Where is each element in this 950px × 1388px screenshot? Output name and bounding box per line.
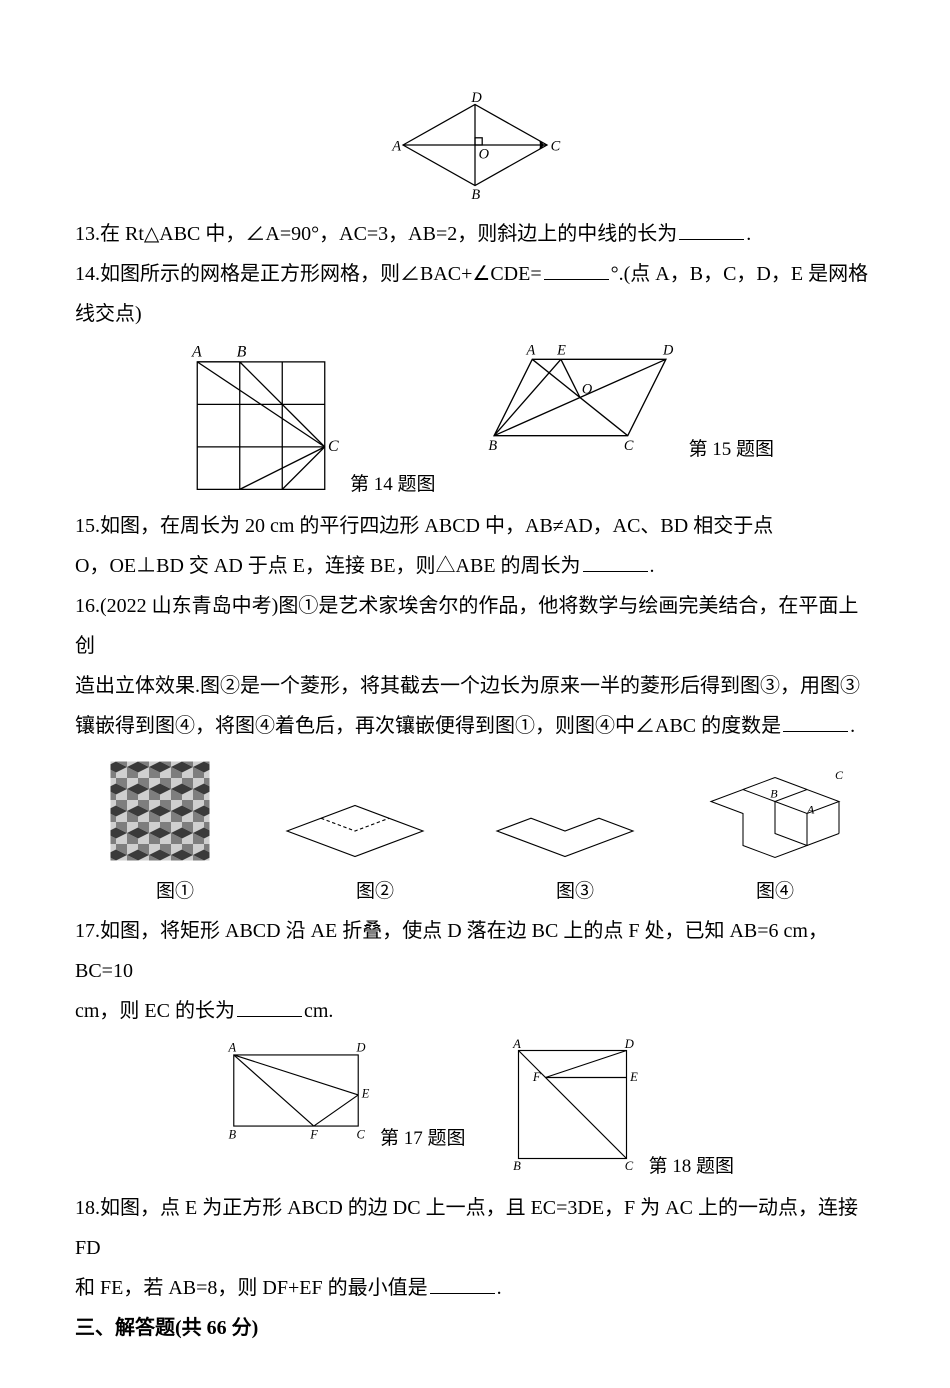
q15-l1: 15.如图，在周长为 20 cm 的平行四边形 ABCD 中，AB≠AD，AC、…	[75, 506, 875, 546]
q14: 14.如图所示的网格是正方形网格，则∠BAC+∠CDE=°.(点 A，B，C，D…	[75, 254, 875, 334]
f15-B: B	[488, 438, 497, 454]
fig17-svg: A D B C E F	[216, 1037, 376, 1144]
lbl-O: O	[479, 147, 490, 163]
cap16-2: 图②	[275, 876, 475, 903]
fig16-3-svg	[480, 796, 650, 866]
fig14-group: A B C D E 第 14 题图	[176, 340, 436, 496]
cap16-4: 图④	[675, 876, 875, 903]
f18-A: A	[512, 1037, 521, 1051]
q16-line3b: .	[850, 715, 855, 737]
fig16-3	[465, 796, 665, 871]
f18-F: F	[531, 1070, 540, 1084]
f16-4-C: C	[835, 768, 844, 782]
q18-line2b: .	[497, 1277, 502, 1299]
q16-blank	[783, 711, 848, 732]
f16-4-B: B	[770, 787, 778, 801]
f14-A: A	[191, 344, 202, 361]
section-3-text: 三、解答题(共 66 分)	[75, 1317, 258, 1339]
figures-14-15: A B C D E 第 14 题图 A	[75, 340, 875, 496]
q16-l3: 镶嵌得到图④，将图④着色后，再次镶嵌便得到图①，则图④中∠ABC 的度数是.	[75, 706, 875, 746]
f17-F: F	[309, 1128, 318, 1142]
f16-4-A: A	[806, 803, 815, 817]
f15-C: C	[623, 438, 633, 454]
q15-line1: 15.如图，在周长为 20 cm 的平行四边形 ABCD 中，AB≠AD，AC、…	[75, 515, 773, 537]
cap16-1: 图①	[75, 876, 275, 903]
q15-blank	[583, 551, 648, 572]
fig17-group: A D B C E F 第 17 题图	[216, 1037, 466, 1150]
fig14-caption: 第 14 题图	[350, 469, 436, 496]
q17-l2: cm，则 EC 的长为 cm.	[75, 991, 875, 1031]
q16-l1: 16.(2022 山东青岛中考)图①是艺术家埃舍尔的作品，他将数学与绘画完美结合…	[75, 586, 875, 666]
figures-17-18: A D B C E F 第 17 题图	[75, 1037, 875, 1178]
q17-blank	[237, 996, 302, 1017]
fig18-caption: 第 18 题图	[649, 1151, 735, 1178]
f15-D: D	[662, 343, 674, 359]
f15-O: O	[581, 382, 591, 398]
fig16-1	[75, 756, 245, 871]
f14-B: B	[237, 344, 247, 361]
fig16-2-svg	[270, 796, 440, 866]
fig15-caption: 第 15 题图	[689, 434, 775, 461]
q16-l2: 造出立体效果.图②是一个菱形，将其截去一个边长为原来一半的菱形后得到图③，用图③	[75, 666, 875, 706]
q13-text-b: .	[746, 223, 751, 245]
q18-blank	[430, 1273, 495, 1294]
q17-l1: 17.如图，将矩形 ABCD 沿 AE 折叠，使点 D 落在边 BC 上的点 F…	[75, 911, 875, 991]
f17-E: E	[361, 1087, 370, 1101]
f15-A: A	[525, 343, 535, 359]
f18-B: B	[513, 1159, 521, 1172]
q17-line2b: cm.	[304, 1000, 333, 1022]
fig18-svg: A D B C E F	[500, 1037, 645, 1172]
rhombus-svg: A D C B O	[385, 91, 565, 199]
q18-l2: 和 FE，若 AB=8，则 DF+EF 的最小值是.	[75, 1268, 875, 1308]
q16-captions: 图① 图② 图③ 图④	[75, 876, 875, 903]
fig16-4: A B C	[675, 761, 875, 871]
f17-B: B	[228, 1128, 236, 1142]
q16-line3a: 镶嵌得到图④，将图④着色后，再次镶嵌便得到图①，则图④中∠ABC 的度数是	[75, 715, 781, 737]
fig14-svg: A B C D E	[176, 340, 346, 490]
lbl-D: D	[470, 91, 482, 106]
f14-C: C	[328, 438, 339, 455]
f15-E: E	[556, 343, 566, 359]
fig16-4-svg: A B C	[695, 761, 855, 866]
q15-line2b: .	[650, 555, 655, 577]
lbl-A: A	[391, 138, 401, 154]
q16-figures: A B C	[75, 756, 875, 871]
q13-text-a: 13.在 Rt△ABC 中，∠A=90°，AC=3，AB=2，则斜边上的中线的长…	[75, 223, 677, 245]
f18-D: D	[623, 1037, 633, 1051]
q16-line2: 造出立体效果.图②是一个菱形，将其截去一个边长为原来一半的菱形后得到图③，用图③	[75, 675, 860, 697]
q17-line1: 17.如图，将矩形 ABCD 沿 AE 折叠，使点 D 落在边 BC 上的点 F…	[75, 920, 828, 982]
q13-blank	[679, 219, 744, 240]
lbl-C: C	[551, 138, 561, 154]
q17-line2a: cm，则 EC 的长为	[75, 1000, 235, 1022]
fig16-2	[255, 796, 455, 871]
fig15-svg: A E D B C O	[475, 340, 685, 455]
q14-blank	[544, 259, 609, 280]
q18-line2a: 和 FE，若 AB=8，则 DF+EF 的最小值是	[75, 1277, 428, 1299]
fig16-1-svg	[105, 756, 215, 866]
lbl-B: B	[471, 187, 480, 199]
f17-C: C	[356, 1128, 365, 1142]
f18-C: C	[624, 1159, 633, 1172]
q18-line1: 18.如图，点 E 为正方形 ABCD 的边 DC 上一点，且 EC=3DE，F…	[75, 1197, 858, 1259]
f17-D: D	[355, 1040, 365, 1054]
q14-text-a: 14.如图所示的网格是正方形网格，则∠BAC+∠CDE=	[75, 263, 542, 285]
q13: 13.在 Rt△ABC 中，∠A=90°，AC=3，AB=2，则斜边上的中线的长…	[75, 214, 875, 254]
fig15-group: A E D B C O 第 15 题图	[475, 340, 775, 461]
fig18-group: A D B C E F 第 18 题图	[500, 1037, 735, 1178]
q15-l2: O，OE⊥BD 交 AD 于点 E，连接 BE，则△ABE 的周长为.	[75, 546, 875, 586]
q15-line2a: O，OE⊥BD 交 AD 于点 E，连接 BE，则△ABE 的周长为	[75, 555, 581, 577]
fig17-caption: 第 17 题图	[380, 1123, 466, 1150]
q16-line1: 16.(2022 山东青岛中考)图①是艺术家埃舍尔的作品，他将数学与绘画完美结合…	[75, 595, 858, 657]
section-3-title: 三、解答题(共 66 分)	[75, 1308, 875, 1348]
q18-l1: 18.如图，点 E 为正方形 ABCD 的边 DC 上一点，且 EC=3DE，F…	[75, 1188, 875, 1268]
page: A D C B O 13.在 Rt△ABC 中，∠A=90°，AC=3，AB=2…	[0, 0, 950, 1388]
f17-A: A	[227, 1040, 236, 1054]
f18-E: E	[629, 1070, 638, 1084]
figure-top: A D C B O	[75, 91, 875, 204]
cap16-3: 图③	[475, 876, 675, 903]
